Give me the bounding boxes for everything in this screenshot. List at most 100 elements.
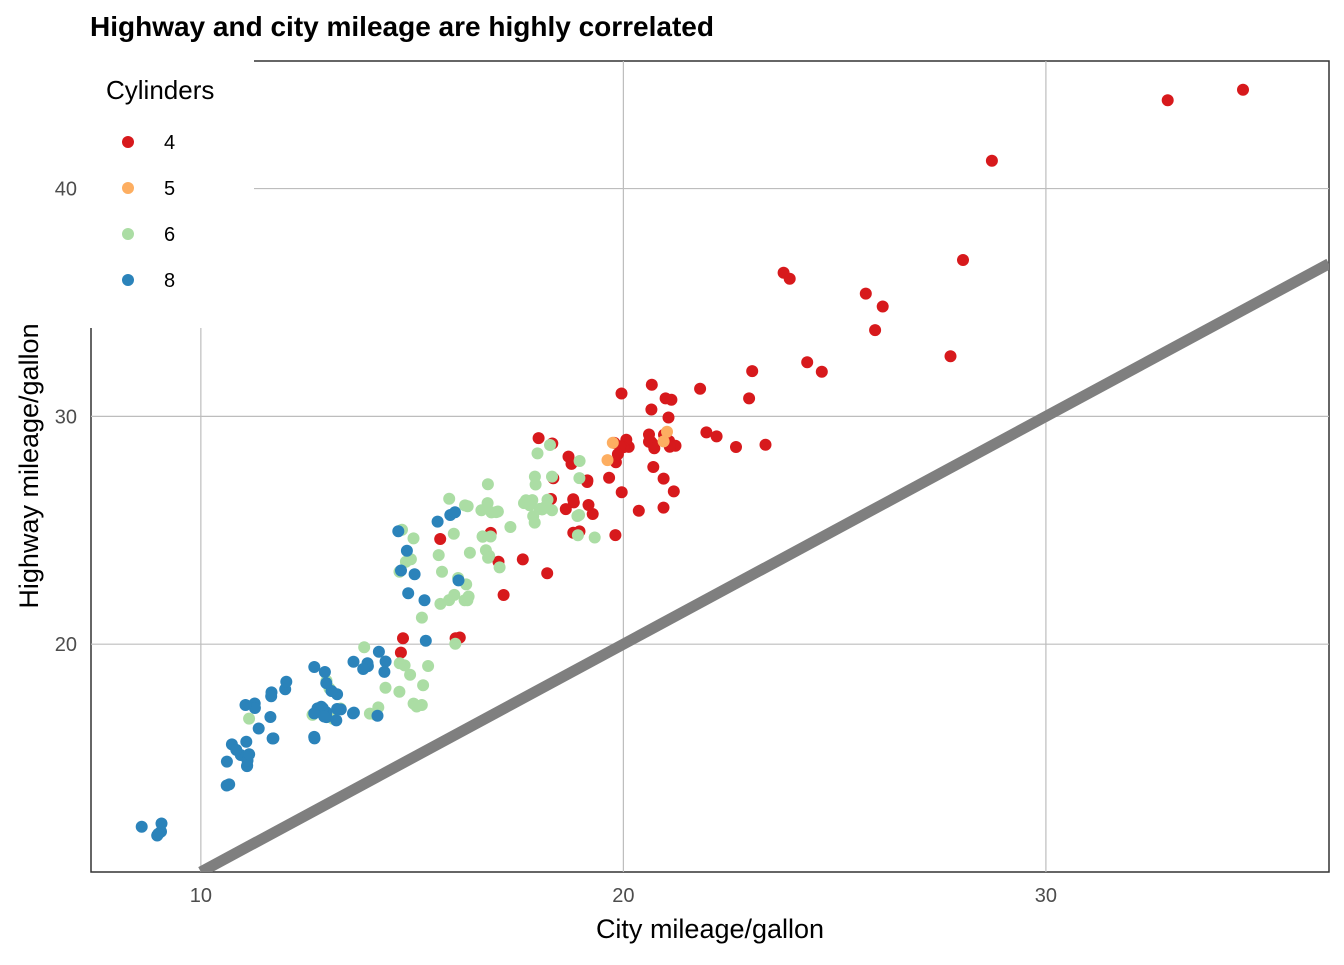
data-point-cyl-6 bbox=[504, 521, 517, 533]
plot-panel-border bbox=[90, 60, 1330, 873]
data-point-cyl-6 bbox=[393, 657, 406, 670]
data-point-cyl-6 bbox=[432, 549, 445, 562]
data-point-cyl-8 bbox=[449, 506, 461, 519]
data-point-cyl-4 bbox=[611, 448, 624, 461]
data-point-cyl-4 bbox=[662, 411, 675, 424]
data-point-cyl-8 bbox=[243, 748, 256, 761]
data-point-cyl-6 bbox=[475, 504, 488, 517]
data-point-cyl-8 bbox=[379, 655, 392, 668]
data-point-cyl-8 bbox=[400, 544, 413, 557]
data-point-cyl-6 bbox=[404, 668, 417, 681]
y-tick-label: 30 bbox=[55, 406, 77, 428]
data-point-cyl-8 bbox=[331, 703, 344, 715]
data-point-cyl-6 bbox=[573, 509, 586, 521]
data-point-cyl-8 bbox=[431, 515, 444, 528]
data-point-cyl-6 bbox=[417, 679, 430, 692]
data-point-cyl-8 bbox=[330, 714, 343, 727]
data-point-cyl-4 bbox=[632, 504, 645, 517]
data-point-cyl-6 bbox=[493, 561, 506, 574]
data-point-cyl-6 bbox=[443, 492, 456, 505]
x-tick-label: 10 bbox=[190, 885, 212, 907]
data-point-cyl-4 bbox=[497, 589, 510, 601]
data-point-cyl-8 bbox=[264, 711, 277, 723]
data-point-cyl-6 bbox=[573, 455, 586, 467]
data-point-cyl-6 bbox=[407, 532, 420, 545]
data-point-cyl-4 bbox=[567, 493, 580, 506]
data-point-cyl-4 bbox=[869, 324, 882, 337]
data-point-cyl-5 bbox=[657, 435, 670, 448]
data-point-cyl-8 bbox=[308, 661, 321, 673]
data-point-cyl-6 bbox=[447, 527, 460, 540]
data-point-cyl-8 bbox=[265, 690, 278, 703]
data-point-cyl-6 bbox=[410, 700, 423, 713]
data-point-cyl-6 bbox=[462, 590, 475, 603]
legend-title: Cylinders bbox=[106, 75, 214, 105]
data-point-cyl-4 bbox=[562, 450, 575, 463]
data-point-cyl-6 bbox=[476, 530, 489, 543]
data-point-cyl-8 bbox=[252, 722, 265, 735]
data-point-cyl-4 bbox=[944, 350, 957, 363]
grid-lines bbox=[91, 61, 1329, 872]
data-point-cyl-6 bbox=[544, 439, 556, 451]
data-point-cyl-4 bbox=[743, 392, 756, 405]
data-point-cyl-6 bbox=[358, 641, 371, 654]
y-tick-label: 40 bbox=[55, 179, 77, 201]
data-point-cyl-4 bbox=[777, 266, 790, 279]
data-point-cyl-6 bbox=[528, 470, 541, 483]
data-point-cyl-4 bbox=[648, 442, 661, 455]
data-point-cyl-4 bbox=[665, 393, 678, 406]
data-point-cyl-4 bbox=[615, 387, 628, 400]
data-point-cyl-4 bbox=[394, 646, 407, 659]
data-point-cyl-6 bbox=[523, 499, 536, 512]
data-point-cyl-8 bbox=[347, 655, 360, 668]
data-point-cyl-8 bbox=[408, 568, 421, 581]
data-point-cyl-6 bbox=[481, 478, 494, 491]
data-point-cyl-8 bbox=[392, 525, 405, 538]
data-point-cyl-6 bbox=[482, 551, 495, 564]
data-point-cyl-4 bbox=[645, 403, 658, 416]
data-point-cyl-4 bbox=[541, 567, 554, 580]
data-point-cyl-4 bbox=[516, 553, 529, 566]
data-point-cyl-6 bbox=[393, 685, 406, 698]
data-point-cyl-4 bbox=[609, 529, 622, 542]
data-point-cyl-8 bbox=[318, 710, 331, 723]
data-point-cyl-8 bbox=[280, 675, 293, 688]
data-point-cyl-4 bbox=[710, 430, 723, 443]
legend-key-6 bbox=[122, 228, 134, 240]
legend-key-8 bbox=[122, 274, 134, 286]
data-point-cyl-6 bbox=[531, 447, 544, 460]
legend-key-4 bbox=[122, 136, 134, 148]
data-point-cyl-8 bbox=[308, 707, 321, 720]
data-point-cyl-8 bbox=[220, 779, 233, 792]
legend-label-4: 4 bbox=[164, 132, 175, 154]
y-axis-label: Highway mileage/gallon bbox=[14, 323, 44, 608]
data-point-cyl-4 bbox=[746, 365, 759, 378]
data-point-cyl-4 bbox=[759, 438, 772, 451]
data-point-cyl-4 bbox=[876, 300, 889, 313]
data-point-cyl-8 bbox=[248, 702, 261, 714]
reference-line-group bbox=[198, 258, 1329, 872]
data-point-cyl-4 bbox=[582, 499, 595, 511]
data-point-cyl-5 bbox=[606, 436, 619, 449]
data-point-cyl-5 bbox=[601, 454, 614, 467]
data-point-cyl-6 bbox=[436, 565, 448, 578]
data-point-cyl-6 bbox=[449, 637, 462, 650]
data-point-cyl-4 bbox=[1237, 83, 1249, 96]
data-point-cyl-8 bbox=[419, 634, 432, 647]
data-point-cyl-6 bbox=[463, 546, 476, 559]
data-point-cyl-6 bbox=[546, 504, 558, 517]
data-point-cyl-8 bbox=[240, 735, 253, 748]
data-point-cyl-6 bbox=[573, 472, 586, 485]
x-axis-label: City mileage/gallon bbox=[596, 914, 824, 944]
data-point-cyl-6 bbox=[415, 611, 428, 624]
legend-label-8: 8 bbox=[164, 270, 175, 292]
data-point-cyl-8 bbox=[357, 663, 370, 675]
data-point-cyl-8 bbox=[371, 709, 384, 722]
data-point-cyl-8 bbox=[220, 755, 233, 768]
data-point-cyl-6 bbox=[546, 470, 558, 483]
data-point-cyl-4 bbox=[657, 472, 670, 485]
data-point-cyl-6 bbox=[243, 712, 256, 725]
data-point-cyl-4 bbox=[397, 632, 409, 645]
